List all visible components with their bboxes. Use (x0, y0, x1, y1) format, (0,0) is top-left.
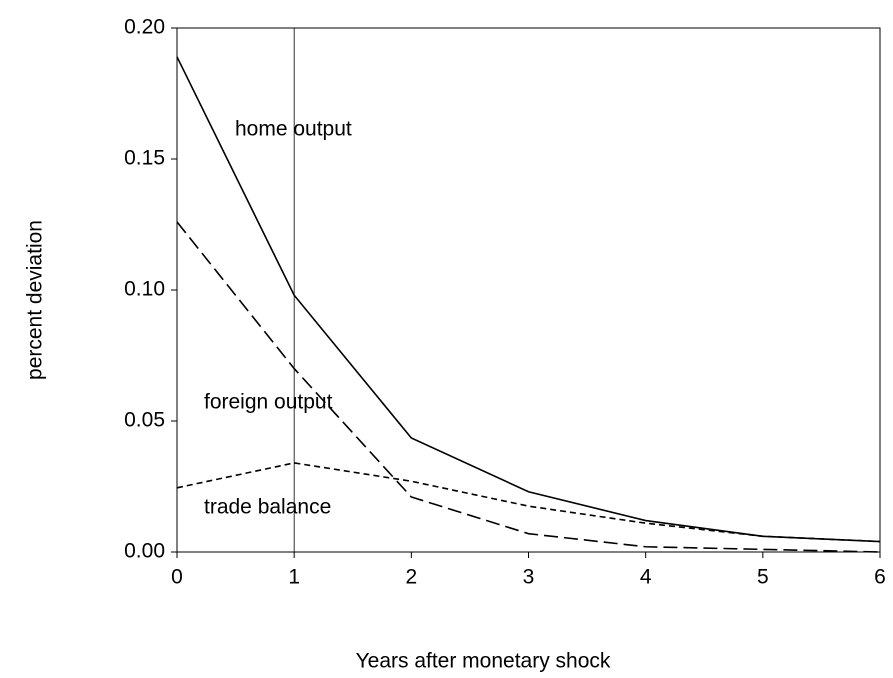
x-tick-label: 4 (640, 566, 652, 589)
x-tick-label: 2 (405, 566, 417, 589)
y-tick-label: 0.00 (124, 540, 165, 563)
x-tick-label: 0 (171, 566, 183, 589)
y-tick-label: 0.15 (124, 147, 165, 170)
x-axis-label: Years after monetary shock (356, 650, 611, 673)
y-axis-label: percent deviation (24, 220, 47, 380)
series-label: home output (235, 118, 352, 141)
x-tick-label: 6 (874, 566, 886, 589)
y-tick-label: 0.10 (124, 278, 165, 301)
x-tick-label: 3 (523, 566, 535, 589)
plot-frame (176, 27, 881, 553)
series-label: foreign output (204, 391, 333, 414)
y-tick-label: 0.05 (124, 409, 165, 432)
y-tick-label: 0.20 (124, 16, 165, 39)
x-tick-label: 1 (288, 566, 300, 589)
series-line (176, 462, 881, 543)
series-line (176, 221, 881, 553)
series-label: trade balance (204, 496, 331, 519)
x-tick-label: 5 (757, 566, 769, 589)
